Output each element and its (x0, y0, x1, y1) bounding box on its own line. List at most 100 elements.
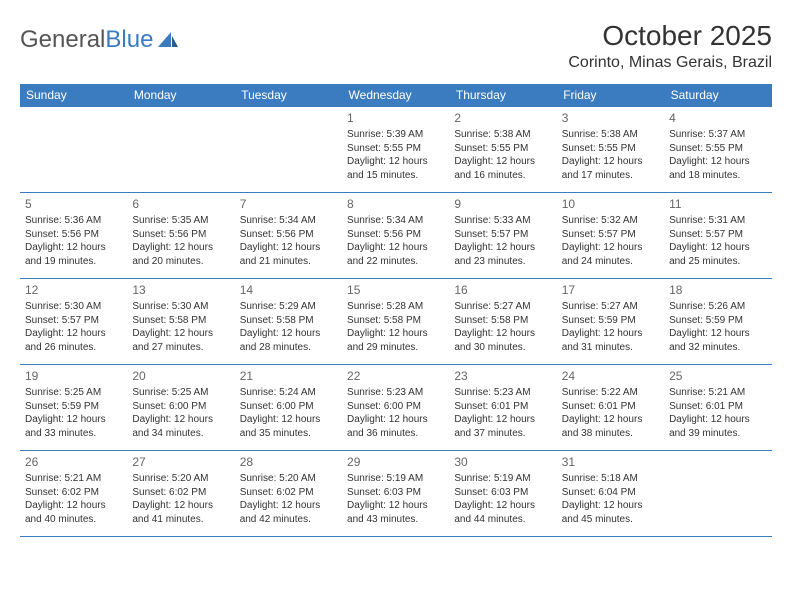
daylight-line: Daylight: 12 hours and 40 minutes. (25, 499, 122, 526)
brand-logo: GeneralBlue (20, 20, 179, 54)
sunrise-line: Sunrise: 5:23 AM (454, 386, 551, 400)
daylight-line: Daylight: 12 hours and 42 minutes. (240, 499, 337, 526)
calendar-cell: 4Sunrise: 5:37 AMSunset: 5:55 PMDaylight… (664, 107, 771, 193)
title-block: October 2025 Corinto, Minas Gerais, Braz… (568, 20, 772, 72)
sunset-line: Sunset: 6:00 PM (347, 400, 444, 414)
sunset-line: Sunset: 5:55 PM (347, 142, 444, 156)
calendar-cell: 2Sunrise: 5:38 AMSunset: 5:55 PMDaylight… (449, 107, 556, 193)
daylight-line: Daylight: 12 hours and 26 minutes. (25, 327, 122, 354)
brand-name-part2: Blue (105, 26, 153, 53)
sunrise-line: Sunrise: 5:34 AM (347, 214, 444, 228)
sunset-line: Sunset: 5:59 PM (562, 314, 659, 328)
day-number: 23 (454, 368, 551, 384)
daylight-line: Daylight: 12 hours and 19 minutes. (25, 241, 122, 268)
sunrise-line: Sunrise: 5:25 AM (25, 386, 122, 400)
sunset-line: Sunset: 5:56 PM (25, 228, 122, 242)
sunrise-line: Sunrise: 5:30 AM (25, 300, 122, 314)
calendar-cell: 17Sunrise: 5:27 AMSunset: 5:59 PMDayligh… (557, 279, 664, 365)
sunrise-line: Sunrise: 5:19 AM (347, 472, 444, 486)
daylight-line: Daylight: 12 hours and 22 minutes. (347, 241, 444, 268)
sunrise-line: Sunrise: 5:20 AM (132, 472, 229, 486)
sunset-line: Sunset: 5:59 PM (669, 314, 766, 328)
daylight-line: Daylight: 12 hours and 17 minutes. (562, 155, 659, 182)
calendar-cell: 5Sunrise: 5:36 AMSunset: 5:56 PMDaylight… (20, 193, 127, 279)
sunset-line: Sunset: 5:57 PM (562, 228, 659, 242)
daylight-line: Daylight: 12 hours and 16 minutes. (454, 155, 551, 182)
sunset-line: Sunset: 5:56 PM (240, 228, 337, 242)
month-title: October 2025 (568, 20, 772, 52)
calendar-cell: 9Sunrise: 5:33 AMSunset: 5:57 PMDaylight… (449, 193, 556, 279)
day-number: 4 (669, 110, 766, 126)
day-number: 6 (132, 196, 229, 212)
day-number: 18 (669, 282, 766, 298)
sunset-line: Sunset: 6:02 PM (25, 486, 122, 500)
calendar-cell: 27Sunrise: 5:20 AMSunset: 6:02 PMDayligh… (127, 451, 234, 537)
sunrise-line: Sunrise: 5:18 AM (562, 472, 659, 486)
calendar-cell: 7Sunrise: 5:34 AMSunset: 5:56 PMDaylight… (235, 193, 342, 279)
day-number: 24 (562, 368, 659, 384)
day-number: 20 (132, 368, 229, 384)
daylight-line: Daylight: 12 hours and 20 minutes. (132, 241, 229, 268)
daylight-line: Daylight: 12 hours and 29 minutes. (347, 327, 444, 354)
day-number: 25 (669, 368, 766, 384)
sunrise-line: Sunrise: 5:21 AM (25, 472, 122, 486)
day-number: 30 (454, 454, 551, 470)
calendar-cell: 26Sunrise: 5:21 AMSunset: 6:02 PMDayligh… (20, 451, 127, 537)
calendar-cell: 8 Sunrise: 5:34 AMSunset: 5:56 PMDaylight… (342, 193, 449, 279)
calendar-row: 19Sunrise: 5:25 AMSunset: 5:59 PMDayligh… (20, 365, 772, 451)
daylight-line: Daylight: 12 hours and 15 minutes. (347, 155, 444, 182)
calendar-row: 1Sunrise: 5:39 AMSunset: 5:55 PMDaylight… (20, 107, 772, 193)
daylight-line: Daylight: 12 hours and 31 minutes. (562, 327, 659, 354)
day-number: 1 (347, 110, 444, 126)
calendar-cell (127, 107, 234, 193)
day-number: 5 (25, 196, 122, 212)
sunrise-line: Sunrise: 5:34 AM (240, 214, 337, 228)
calendar-cell: 21Sunrise: 5:24 AMSunset: 6:00 PMDayligh… (235, 365, 342, 451)
day-number: 29 (347, 454, 444, 470)
daylight-line: Daylight: 12 hours and 28 minutes. (240, 327, 337, 354)
day-number: 17 (562, 282, 659, 298)
calendar-cell: 18 Sunrise: 5:26 AMSunset: 5:59 PMDayligh… (664, 279, 771, 365)
day-number: 9 (454, 196, 551, 212)
day-number: 8 (347, 196, 444, 212)
sunrise-line: Sunrise: 5:38 AM (454, 128, 551, 142)
day-number: 15 (347, 282, 444, 298)
day-number: 2 (454, 110, 551, 126)
sunset-line: Sunset: 6:00 PM (240, 400, 337, 414)
calendar-cell: 14Sunrise: 5:29 AMSunset: 5:58 PMDayligh… (235, 279, 342, 365)
day-number: 28 (240, 454, 337, 470)
sunrise-line: Sunrise: 5:24 AM (240, 386, 337, 400)
sunrise-line: Sunrise: 5:21 AM (669, 386, 766, 400)
sunrise-line: Sunrise: 5:35 AM (132, 214, 229, 228)
daylight-line: Daylight: 12 hours and 32 minutes. (669, 327, 766, 354)
daylight-line: Daylight: 12 hours and 41 minutes. (132, 499, 229, 526)
sunset-line: Sunset: 5:58 PM (240, 314, 337, 328)
daylight-line: Daylight: 12 hours and 44 minutes. (454, 499, 551, 526)
daylight-line: Daylight: 12 hours and 24 minutes. (562, 241, 659, 268)
brand-name: GeneralBlue (20, 26, 153, 54)
sunset-line: Sunset: 5:56 PM (347, 228, 444, 242)
daylight-line: Daylight: 12 hours and 18 minutes. (669, 155, 766, 182)
sunrise-line: Sunrise: 5:26 AM (669, 300, 766, 314)
sunrise-line: Sunrise: 5:28 AM (347, 300, 444, 314)
daylight-line: Daylight: 12 hours and 37 minutes. (454, 413, 551, 440)
calendar-body: 1Sunrise: 5:39 AMSunset: 5:55 PMDaylight… (20, 107, 772, 537)
sunrise-line: Sunrise: 5:25 AM (132, 386, 229, 400)
sunrise-line: Sunrise: 5:23 AM (347, 386, 444, 400)
calendar-cell: 16Sunrise: 5:27 AMSunset: 5:58 PMDayligh… (449, 279, 556, 365)
location: Corinto, Minas Gerais, Brazil (568, 54, 772, 72)
calendar-cell: 29Sunrise: 5:19 AMSunset: 6:03 PMDayligh… (342, 451, 449, 537)
sunset-line: Sunset: 6:03 PM (347, 486, 444, 500)
calendar-cell: 23Sunrise: 5:23 AMSunset: 6:01 PMDayligh… (449, 365, 556, 451)
daylight-line: Daylight: 12 hours and 30 minutes. (454, 327, 551, 354)
calendar-table: SundayMondayTuesdayWednesdayThursdayFrid… (20, 84, 772, 537)
calendar-cell: 31Sunrise: 5:18 AMSunset: 6:04 PMDayligh… (557, 451, 664, 537)
header: GeneralBlue October 2025 Corinto, Minas … (20, 20, 772, 72)
weekday-header: Saturday (664, 84, 771, 107)
calendar-cell: 22Sunrise: 5:23 AMSunset: 6:00 PMDayligh… (342, 365, 449, 451)
calendar-cell: 13Sunrise: 5:30 AMSunset: 5:58 PMDayligh… (127, 279, 234, 365)
sunset-line: Sunset: 5:57 PM (25, 314, 122, 328)
sunset-line: Sunset: 5:58 PM (132, 314, 229, 328)
sunset-line: Sunset: 5:55 PM (562, 142, 659, 156)
day-number: 19 (25, 368, 122, 384)
